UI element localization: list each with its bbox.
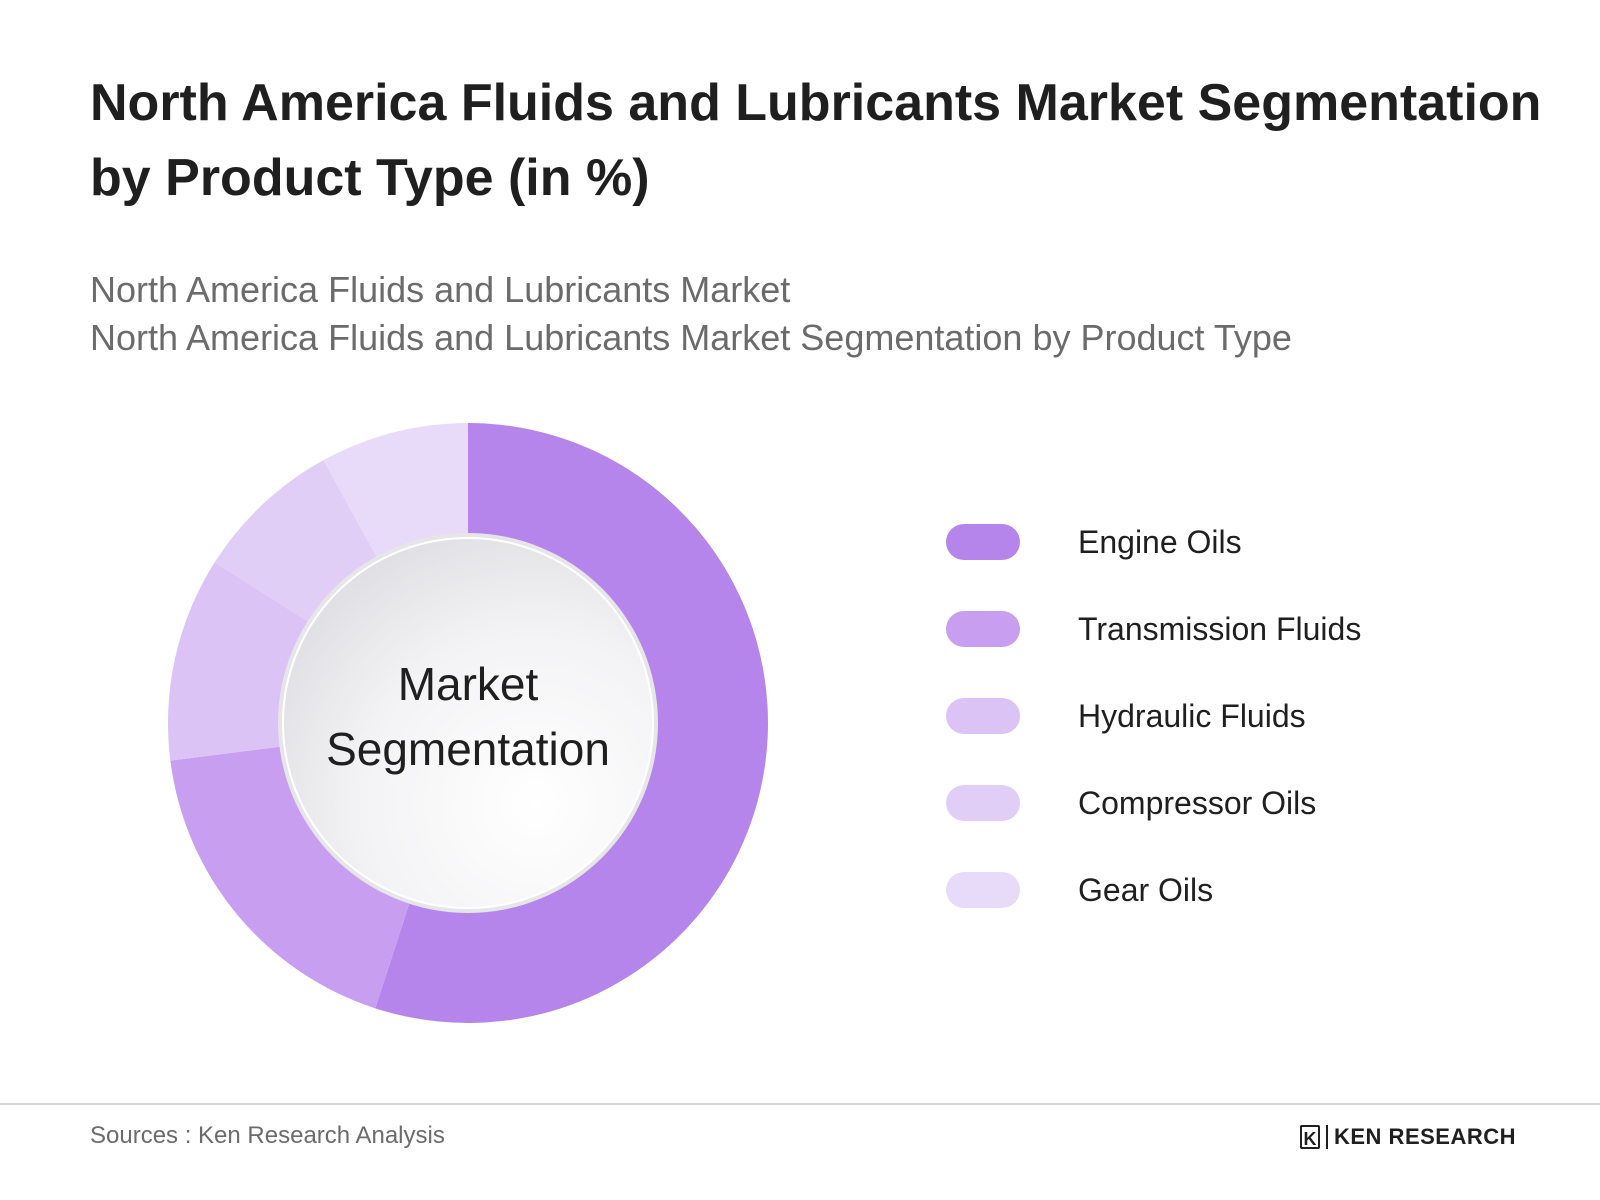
source-note: Sources : Ken Research Analysis: [90, 1122, 445, 1149]
ken-research-logo: K KEN RESEARCH: [1300, 1124, 1516, 1150]
footer-divider: [0, 1103, 1600, 1105]
legend-swatch: [946, 872, 1020, 908]
legend-label: Hydraulic Fluids: [1078, 698, 1306, 734]
donut-center-label-line-1: Market: [398, 658, 539, 710]
chart-legend: Engine Oils Transmission Fluids Hydrauli…: [946, 524, 1361, 959]
logo-text: KEN RESEARCH: [1334, 1124, 1517, 1149]
logo-k-icon: K: [1300, 1125, 1320, 1149]
donut-chart: Market Segmentation: [168, 423, 768, 1024]
legend-swatch: [946, 524, 1020, 560]
legend-label: Gear Oils: [1078, 872, 1214, 908]
legend-swatch: [946, 698, 1020, 734]
legend-item-compressor-oils: Compressor Oils: [946, 785, 1361, 872]
legend-label: Engine Oils: [1078, 524, 1242, 560]
legend-item-hydraulic-fluids: Hydraulic Fluids: [946, 698, 1361, 785]
chart-title: North America Fluids and Lubricants Mark…: [90, 66, 1550, 216]
donut-center-label-line-2: Segmentation: [326, 723, 610, 775]
legend-swatch: [946, 785, 1020, 821]
donut-center: [282, 537, 654, 909]
legend-swatch: [946, 611, 1020, 647]
legend-item-transmission-fluids: Transmission Fluids: [946, 611, 1361, 698]
legend-item-gear-oils: Gear Oils: [946, 872, 1361, 959]
chart-title-line-1: North America Fluids and Lubricants Mark…: [90, 74, 1542, 132]
chart-subtitle-line-2: North America Fluids and Lubricants Mark…: [90, 317, 1292, 358]
chart-title-line-2: by Product Type (in %): [90, 149, 650, 207]
logo-separator: [1326, 1125, 1328, 1149]
legend-label: Compressor Oils: [1078, 785, 1317, 821]
legend-label: Transmission Fluids: [1078, 611, 1362, 647]
chart-subtitle: North America Fluids and Lubricants Mark…: [90, 266, 1550, 362]
legend-item-engine-oils: Engine Oils: [946, 524, 1361, 611]
chart-subtitle-line-1: North America Fluids and Lubricants Mark…: [90, 269, 791, 310]
